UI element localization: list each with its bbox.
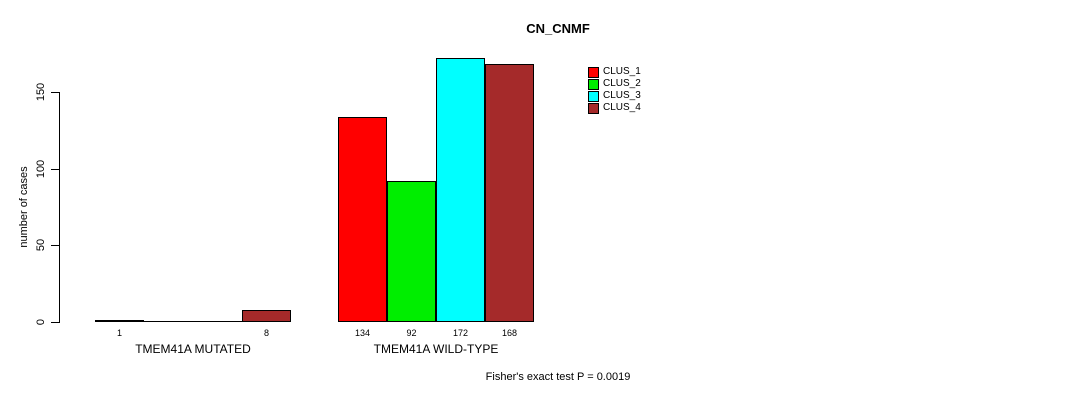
y-tick-mark <box>51 322 59 323</box>
legend-label: CLUS_2 <box>603 78 641 89</box>
legend-swatch-clus-3 <box>588 90 599 102</box>
bar-clus_1-2 <box>338 116 387 322</box>
y-axis-title: number of cases <box>18 166 30 248</box>
legend-swatch-clus-2 <box>588 78 599 90</box>
bar-value-label: 1 <box>116 328 123 338</box>
bar-value-label: 8 <box>263 328 270 338</box>
x-group-label: TMEM41A WILD-TYPE <box>373 342 499 356</box>
y-tick-mark <box>51 92 59 93</box>
y-tick-mark <box>51 245 59 247</box>
legend-item: CLUS_1 <box>588 66 641 78</box>
bar-clus_3-2 <box>436 58 485 322</box>
legend-label: CLUS_3 <box>603 90 641 101</box>
bar-value-label: 172 <box>452 328 469 338</box>
legend-label: CLUS_4 <box>603 102 641 113</box>
bar-clus_2-2 <box>387 180 436 322</box>
legend-item: CLUS_3 <box>588 90 641 102</box>
y-tick-label: 0 <box>35 318 47 326</box>
bar-value-label: 92 <box>406 328 417 338</box>
bar-clus_1-1 <box>95 320 144 323</box>
bar-clus_2-1 <box>144 321 193 322</box>
y-tick-label: 150 <box>35 82 47 102</box>
y-tick-label: 50 <box>35 239 47 252</box>
bar-value-label: 168 <box>501 328 518 338</box>
legend-item: CLUS_4 <box>588 102 641 114</box>
y-tick-label: 100 <box>35 159 47 178</box>
legend-swatch-clus-1 <box>588 66 599 78</box>
legend: CLUS_1 CLUS_2 CLUS_3 CLUS_4 <box>588 66 641 114</box>
bar-clus_4-1 <box>242 309 291 322</box>
chart-title: CN_CNMF <box>526 21 590 36</box>
y-tick-mark <box>51 168 59 170</box>
legend-label: CLUS_1 <box>603 66 641 77</box>
legend-swatch-clus-4 <box>588 102 599 114</box>
statistical-test-annotation: Fisher's exact test P = 0.0019 <box>485 371 631 383</box>
legend-item: CLUS_2 <box>588 78 641 90</box>
y-axis-line <box>59 92 60 323</box>
bar-value-label: 134 <box>354 328 371 338</box>
bar-clus_4-2 <box>485 64 534 322</box>
bar-clus_3-1 <box>193 321 242 322</box>
x-group-label: TMEM41A MUTATED <box>135 342 251 356</box>
